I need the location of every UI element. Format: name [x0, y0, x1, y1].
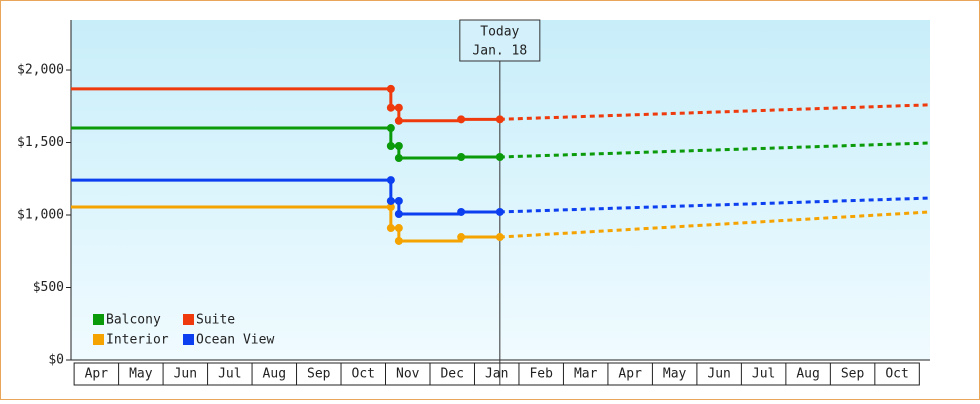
legend-swatch [93, 334, 104, 345]
price-point [394, 236, 403, 245]
x-tick-label: Jun [707, 367, 730, 382]
y-tick-label: $500 [33, 280, 64, 295]
price-point [386, 224, 395, 233]
y-tick-label: $0 [48, 353, 64, 368]
y-tick-label: $1,000 [17, 208, 64, 223]
price-point [394, 154, 403, 163]
x-tick-label: Nov [396, 367, 420, 382]
price-point [394, 196, 403, 205]
price-point [394, 141, 403, 150]
price-point [386, 84, 395, 93]
price-point [457, 153, 466, 162]
x-tick-label: Apr [618, 367, 642, 382]
y-tick-label: $1,500 [17, 135, 64, 150]
x-tick-label: Aug [796, 367, 819, 382]
legend-label: Ocean View [196, 333, 274, 348]
today-label: Jan. 18 [472, 44, 527, 59]
today-label: Today [480, 25, 519, 40]
x-tick-label: Jul [218, 367, 241, 382]
x-tick-label: Feb [529, 367, 553, 382]
plot-area [71, 20, 930, 360]
x-tick-label: May [663, 367, 687, 382]
price-point [386, 103, 395, 112]
price-point [386, 203, 395, 212]
legend-label: Balcony [106, 313, 161, 328]
price-point [394, 116, 403, 125]
x-tick-label: Jan [485, 367, 508, 382]
x-tick-label: Sep [307, 367, 331, 382]
price-point [457, 233, 466, 242]
x-tick-label: Apr [85, 367, 109, 382]
price-point [386, 124, 395, 133]
x-axis-row [73, 362, 920, 386]
x-tick-label: Aug [263, 367, 286, 382]
price-point [394, 103, 403, 112]
today-box [459, 19, 541, 62]
x-tick-label: May [129, 367, 153, 382]
y-tick-label: $2,000 [17, 63, 64, 78]
x-tick-label: Oct [352, 367, 375, 382]
x-tick-label: Sep [841, 367, 865, 382]
price-point [457, 115, 466, 124]
price-point [457, 207, 466, 216]
price-point [386, 176, 395, 185]
price-point [394, 224, 403, 233]
legend-swatch [183, 334, 194, 345]
price-point [386, 141, 395, 150]
legend-swatch [93, 314, 104, 325]
legend-label: Suite [196, 313, 235, 328]
x-tick-label: Dec [440, 367, 463, 382]
price-point [386, 196, 395, 205]
x-tick-label: Oct [885, 367, 908, 382]
price-point [394, 209, 403, 218]
x-tick-label: Jun [174, 367, 197, 382]
x-tick-label: Mar [574, 367, 598, 382]
legend-swatch [183, 314, 194, 325]
x-tick-label: Jul [752, 367, 775, 382]
legend-label: Interior [106, 333, 169, 348]
